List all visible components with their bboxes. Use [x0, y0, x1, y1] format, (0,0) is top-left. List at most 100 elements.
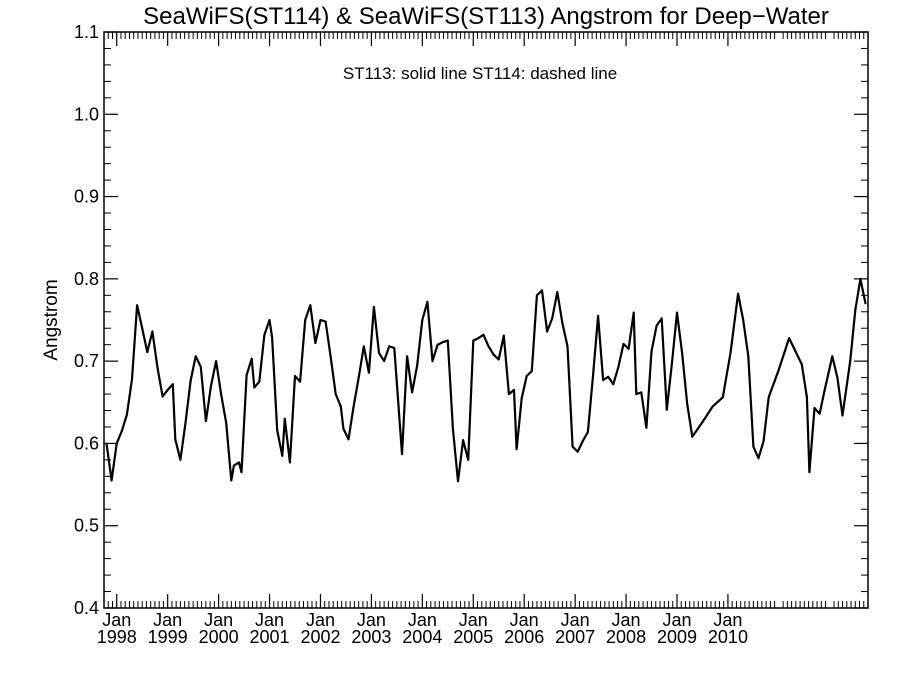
- data-point: [151, 330, 154, 333]
- data-point: [457, 480, 459, 483]
- data-point: [635, 393, 638, 395]
- data-point: [492, 353, 495, 356]
- x-tick-month-label: Jan: [102, 610, 131, 630]
- data-point: [446, 339, 449, 342]
- data-point: [146, 351, 149, 353]
- data-point: [314, 342, 317, 344]
- data-point: [373, 305, 375, 308]
- data-point: [513, 389, 515, 391]
- data-point: [309, 304, 312, 307]
- data-point: [105, 442, 108, 445]
- data-point: [691, 435, 694, 438]
- data-point: [179, 459, 182, 461]
- data-point: [671, 362, 673, 365]
- data-point: [487, 345, 490, 348]
- x-tick-month-label: Jan: [306, 610, 335, 630]
- data-point: [406, 355, 408, 358]
- data-point: [352, 405, 355, 408]
- x-tick-year-label: 2010: [708, 627, 748, 647]
- data-point: [304, 319, 307, 321]
- data-point: [368, 371, 370, 374]
- x-tick-year-label: 1998: [97, 627, 137, 647]
- data-point: [788, 337, 790, 339]
- data-point: [729, 352, 732, 354]
- data-point: [752, 445, 755, 448]
- data-point: [393, 347, 396, 349]
- data-point: [258, 380, 261, 383]
- data-point: [541, 289, 543, 292]
- data-point: [581, 440, 584, 442]
- data-point: [655, 324, 658, 327]
- data-point: [268, 319, 271, 321]
- data-point: [520, 397, 523, 400]
- data-point: [477, 337, 480, 339]
- data-point: [617, 366, 620, 368]
- data-point: [184, 422, 187, 424]
- data-point: [467, 459, 470, 461]
- data-point: [238, 461, 240, 464]
- data-point: [120, 430, 123, 432]
- data-point: [276, 429, 279, 432]
- data-point: [859, 278, 862, 280]
- data-point: [166, 389, 169, 391]
- data-point: [110, 479, 113, 482]
- data-point: [426, 301, 429, 303]
- data-point: [854, 309, 857, 311]
- x-tick-month-label: Jan: [408, 610, 437, 630]
- data-point: [607, 375, 610, 378]
- data-point: [849, 360, 852, 362]
- data-point: [472, 339, 475, 342]
- data-point: [701, 421, 704, 423]
- x-tick-year-label: 2001: [250, 627, 290, 647]
- data-point: [156, 366, 159, 369]
- data-point: [627, 347, 630, 350]
- data-point: [347, 438, 350, 441]
- x-tick-month-label: Jan: [153, 610, 182, 630]
- data-point: [283, 417, 286, 420]
- data-point: [289, 461, 291, 464]
- data-point: [818, 412, 821, 415]
- data-point: [757, 457, 760, 460]
- data-point: [602, 379, 604, 381]
- data-point: [220, 393, 223, 395]
- x-tick-year-label: 1999: [148, 627, 188, 647]
- data-point: [388, 345, 391, 348]
- data-point: [294, 375, 296, 377]
- data-point: [436, 343, 439, 346]
- data-point: [441, 341, 444, 344]
- data-point: [536, 294, 538, 297]
- data-point: [225, 422, 228, 424]
- data-point: [401, 453, 403, 455]
- data-point: [334, 393, 337, 395]
- y-tick-label: 1.0: [74, 104, 99, 124]
- data-point: [742, 319, 745, 321]
- x-tick-month-label: Jan: [510, 610, 539, 630]
- data-point: [551, 317, 554, 320]
- data-point: [383, 360, 385, 362]
- data-point: [571, 445, 574, 448]
- data-point: [831, 355, 834, 358]
- data-point: [136, 304, 139, 307]
- x-tick-year-label: 2009: [657, 627, 697, 647]
- x-tick-month-label: Jan: [357, 610, 386, 630]
- data-point: [250, 357, 253, 360]
- data-point: [747, 355, 750, 358]
- data-point: [452, 427, 454, 430]
- x-tick-year-label: 2005: [453, 627, 493, 647]
- data-point: [808, 471, 811, 474]
- x-tick-month-label: Jan: [561, 610, 590, 630]
- data-point: [502, 334, 505, 337]
- data-point: [546, 330, 548, 333]
- x-tick-year-label: 2008: [606, 627, 646, 647]
- x-tick-month-label: Jan: [612, 610, 641, 630]
- axis-ticks: 0.40.50.60.70.80.91.01.1Jan1998Jan1999Ja…: [74, 22, 869, 647]
- series-layer: [105, 277, 867, 483]
- data-point: [131, 378, 133, 381]
- data-point: [762, 440, 765, 442]
- data-point: [194, 355, 197, 358]
- y-tick-label: 0.9: [74, 187, 99, 207]
- data-point: [813, 407, 816, 409]
- data-point: [665, 408, 668, 411]
- data-point: [205, 420, 207, 423]
